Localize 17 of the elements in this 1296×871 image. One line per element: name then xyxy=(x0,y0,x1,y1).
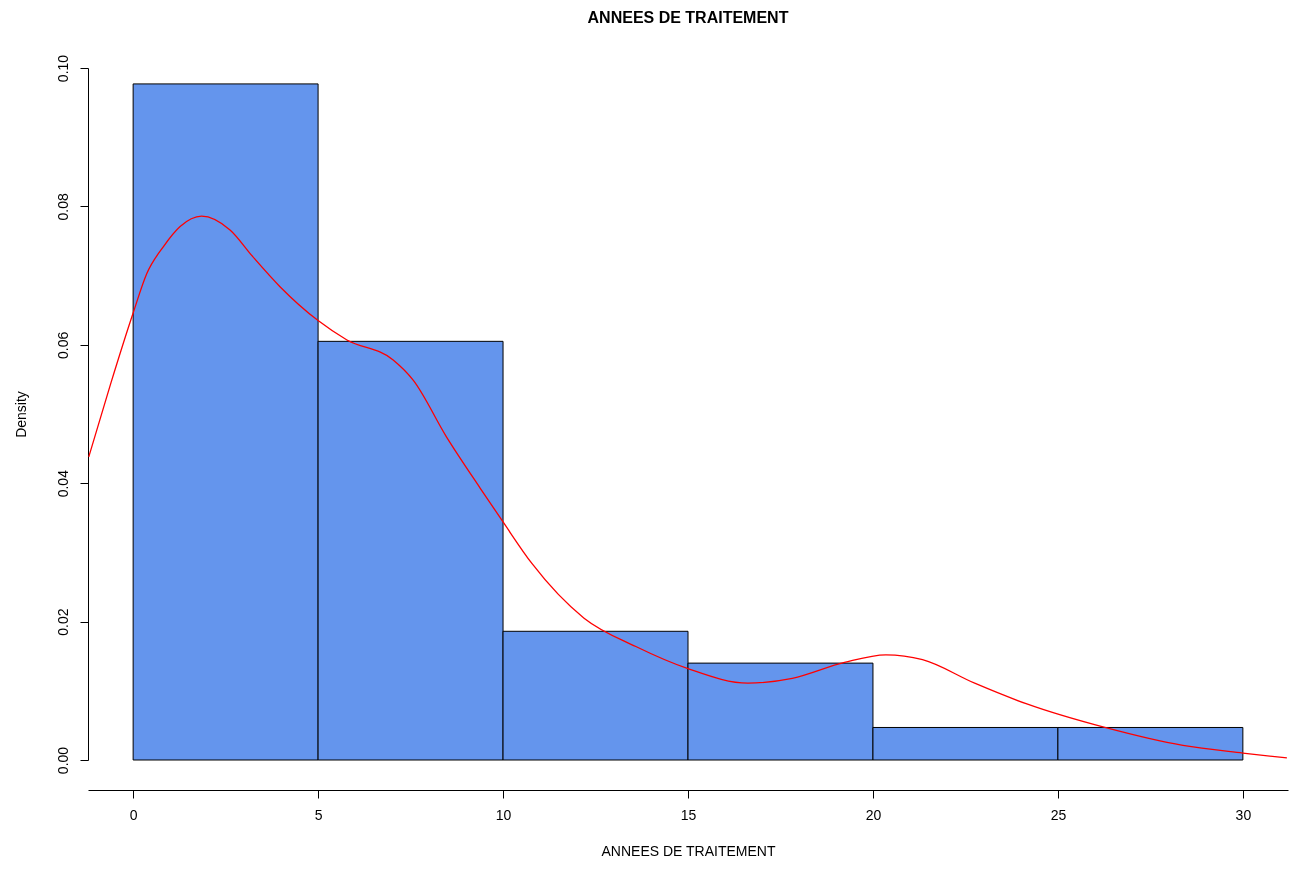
y-tick-label: 0.04 xyxy=(54,469,71,498)
x-axis-title: ANNEES DE TRAITEMENT xyxy=(601,842,776,859)
x-tick-label: 0 xyxy=(129,806,138,823)
x-tick-label: 5 xyxy=(314,806,323,823)
y-tick-label: 0.10 xyxy=(54,54,71,83)
x-tick-label: 10 xyxy=(495,806,512,823)
x-tick-label: 30 xyxy=(1235,806,1252,823)
y-axis-title: Density xyxy=(12,391,29,438)
y-tick-label: 0.08 xyxy=(54,193,71,221)
x-tick-label: 25 xyxy=(1050,806,1067,823)
line-series xyxy=(88,215,1288,759)
y-tick-label: 0.00 xyxy=(54,746,71,775)
y-tick-label: 0.02 xyxy=(54,608,71,636)
x-tick-label: 15 xyxy=(680,806,697,823)
chart-title: ANNEES DE TRAITEMENT xyxy=(587,9,789,27)
y-tick-label: 0.06 xyxy=(54,331,71,359)
x-tick-label: 20 xyxy=(865,806,882,823)
